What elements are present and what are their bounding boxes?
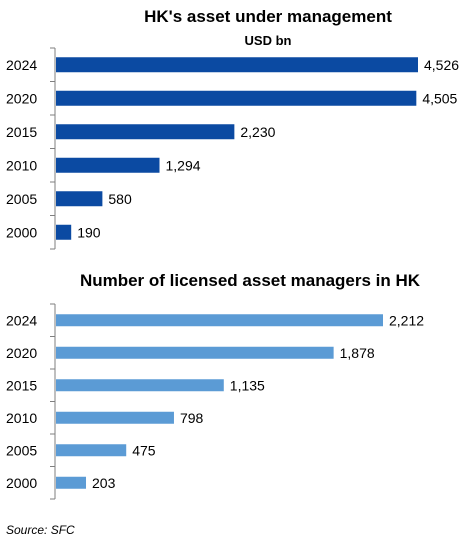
chart-1-category-label: 2020 [6, 90, 37, 106]
chart-1-value-label: 4,526 [424, 57, 459, 73]
chart-1-aum: 2024 4,526 2020 4,505 2015 2,230 2010 1,294 2005… [6, 47, 459, 250]
chart-1-bar [56, 90, 417, 106]
chart-2-bar [56, 411, 174, 424]
chart-2-value-label: 475 [132, 442, 156, 458]
chart-2-bar [56, 444, 127, 457]
chart-2-category-label: 2020 [6, 345, 37, 361]
chart-2-value-label: 1,878 [340, 345, 375, 361]
chart-1-bar [56, 124, 235, 140]
chart-1-value-label: 4,505 [422, 90, 457, 106]
chart-1-bar [56, 191, 103, 207]
chart-1-value-label: 1,294 [165, 157, 200, 173]
chart-1-value-label: 190 [77, 224, 101, 240]
chart-1-category-label: 2000 [6, 224, 37, 240]
chart-2-category-label: 2010 [6, 410, 37, 426]
chart-2-licensed-managers: 2024 2,212 2020 1,878 2015 1,135 2010 798 2005 47… [6, 303, 424, 500]
chart-2-category-label: 2015 [6, 377, 37, 393]
chart-1-value-label: 580 [108, 191, 132, 207]
chart-2-value-label: 798 [180, 410, 204, 426]
chart-2-title: Number of licensed asset managers in HK [80, 271, 421, 290]
chart-1-category-label: 2024 [6, 57, 37, 73]
chart-2-category-label: 2005 [6, 442, 37, 458]
chart-2-value-label: 1,135 [230, 377, 265, 393]
chart-2-bar [56, 476, 87, 489]
chart-1-title: HK's asset under management [144, 7, 392, 26]
chart-2-bar [56, 379, 224, 392]
chart-1-category-label: 2010 [6, 157, 37, 173]
source-note: Source: SFC [6, 523, 75, 537]
chart-1-category-label: 2005 [6, 191, 37, 207]
chart-1-bar [56, 157, 160, 173]
chart-2-value-label: 203 [92, 475, 116, 491]
chart-2-value-label: 2,212 [389, 312, 424, 328]
chart-2-bar [56, 346, 334, 359]
chart-1-bar [56, 57, 418, 73]
chart-2-category-label: 2024 [6, 312, 37, 328]
chart-2-bar [56, 314, 383, 327]
chart-1-bar [56, 224, 72, 240]
chart-1-value-label: 2,230 [240, 124, 275, 140]
chart-1-subtitle: USD bn [245, 33, 292, 48]
chart-1-category-label: 2015 [6, 124, 37, 140]
chart-2-category-label: 2000 [6, 475, 37, 491]
